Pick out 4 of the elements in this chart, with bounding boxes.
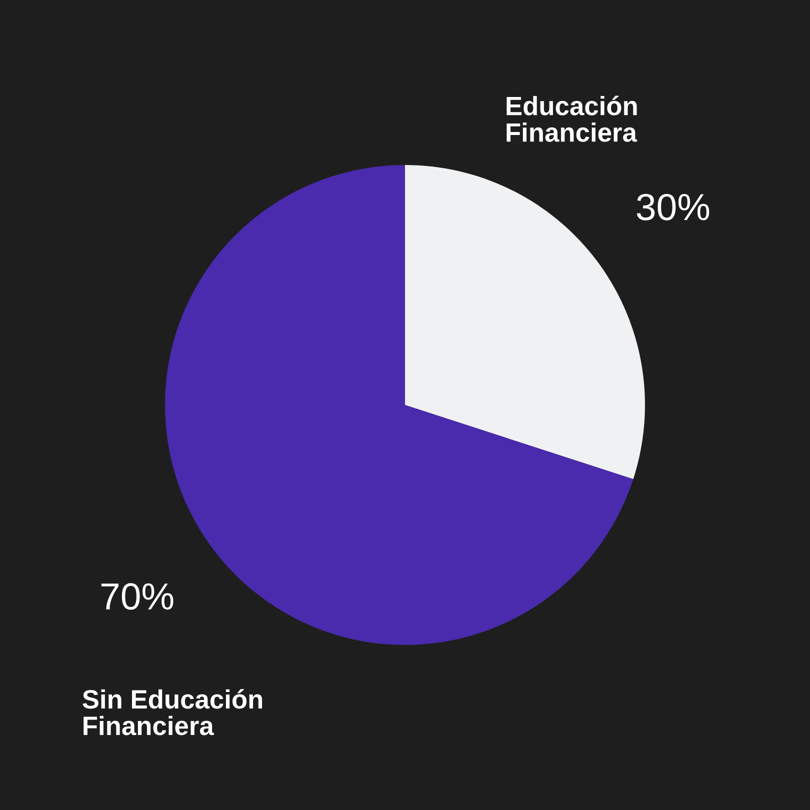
data-label: 70%: [101, 583, 174, 610]
slice-label: Sin Educación Financiera: [82, 689, 262, 736]
data-label: 30%: [636, 194, 710, 220]
slice-label: Educación Financiera: [506, 96, 638, 142]
